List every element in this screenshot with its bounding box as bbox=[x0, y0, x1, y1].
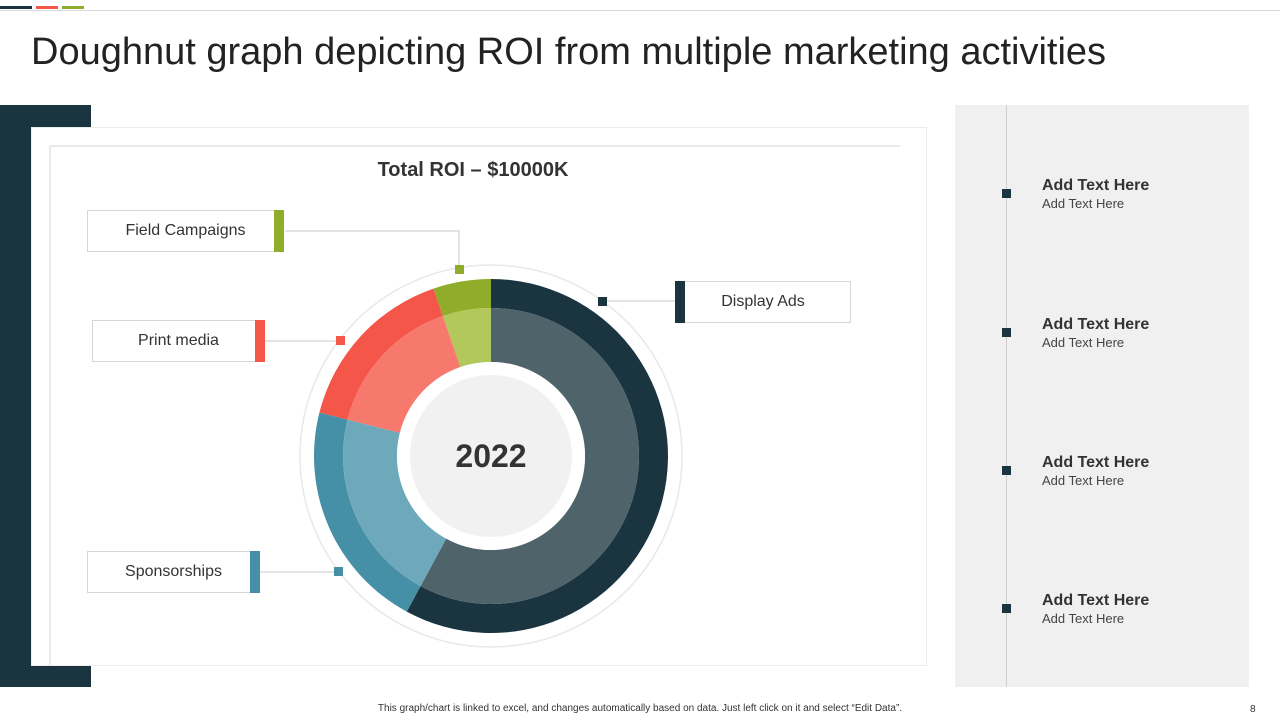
label-sponsorships-text: Sponsorships bbox=[125, 563, 222, 580]
timeline-dot bbox=[1002, 466, 1011, 475]
inner-ring bbox=[342, 308, 639, 604]
chart-title: Total ROI – $10000K bbox=[377, 159, 569, 181]
leader-field-campaigns bbox=[285, 230, 460, 269]
label-sponsorships-bar bbox=[250, 551, 260, 593]
footer-note: This graph/chart is linked to excel, and… bbox=[377, 703, 903, 714]
label-display-ads-text: Display Ads bbox=[721, 293, 805, 310]
center-year-label: 2022 bbox=[455, 438, 527, 474]
top-accent-green bbox=[62, 6, 84, 9]
slice-inner-sponsorships bbox=[342, 419, 447, 587]
page-number: 8 bbox=[1250, 704, 1256, 715]
right-panel bbox=[955, 105, 1249, 687]
timeline-subtitle: Add Text Here bbox=[1042, 196, 1125, 211]
timeline-item-2: Add Text Here Add Text Here bbox=[1002, 316, 1242, 363]
timeline-dot bbox=[1002, 328, 1011, 337]
timeline-title: Add Text Here bbox=[1042, 454, 1150, 471]
label-print-media: Print media bbox=[92, 320, 265, 362]
slice-outer-display-ads bbox=[406, 279, 668, 633]
marker-display-ads bbox=[598, 297, 607, 306]
label-print-media-text: Print media bbox=[138, 332, 219, 349]
timeline-subtitle: Add Text Here bbox=[1042, 611, 1125, 626]
top-accent-red bbox=[36, 6, 58, 9]
slice-inner-field-campaigns bbox=[442, 308, 491, 368]
label-display-ads-bar bbox=[675, 281, 685, 323]
slice-inner-print-media bbox=[347, 316, 461, 433]
timeline-subtitle: Add Text Here bbox=[1042, 335, 1125, 350]
label-display-ads: Display Ads bbox=[675, 281, 851, 323]
slice-outer-sponsorships bbox=[314, 412, 421, 612]
outer-guide-ring bbox=[299, 264, 683, 648]
outer-ring bbox=[314, 279, 668, 633]
timeline-title: Add Text Here bbox=[1042, 592, 1150, 609]
label-print-media-bar bbox=[255, 320, 265, 362]
slice-inner-display-ads bbox=[420, 308, 639, 604]
slice-outer-field-campaigns bbox=[433, 279, 491, 317]
label-field-campaigns-bar bbox=[274, 210, 284, 252]
timeline-item-3: Add Text Here Add Text Here bbox=[1002, 454, 1242, 501]
top-divider bbox=[0, 10, 1280, 11]
label-field-campaigns-text: Field Campaigns bbox=[125, 222, 246, 239]
marker-field-campaigns bbox=[455, 265, 464, 274]
marker-sponsorships bbox=[334, 567, 343, 576]
timeline-item-1: Add Text Here Add Text Here bbox=[1002, 177, 1242, 224]
timeline-line bbox=[1006, 105, 1007, 687]
slice-outer-print-media bbox=[319, 288, 443, 420]
timeline-item-4: Add Text Here Add Text Here bbox=[1002, 592, 1242, 639]
marker-print-media bbox=[336, 336, 345, 345]
top-accent-dark bbox=[0, 6, 32, 9]
timeline-title: Add Text Here bbox=[1042, 316, 1150, 333]
timeline-dot bbox=[1002, 189, 1011, 198]
page-title: Doughnut graph depicting ROI from multip… bbox=[31, 31, 1107, 73]
center-disc bbox=[410, 375, 572, 537]
label-sponsorships: Sponsorships bbox=[87, 551, 260, 593]
timeline-subtitle: Add Text Here bbox=[1042, 473, 1125, 488]
timeline-title: Add Text Here bbox=[1042, 177, 1150, 194]
label-field-campaigns: Field Campaigns bbox=[87, 210, 284, 252]
timeline-dot bbox=[1002, 604, 1011, 613]
